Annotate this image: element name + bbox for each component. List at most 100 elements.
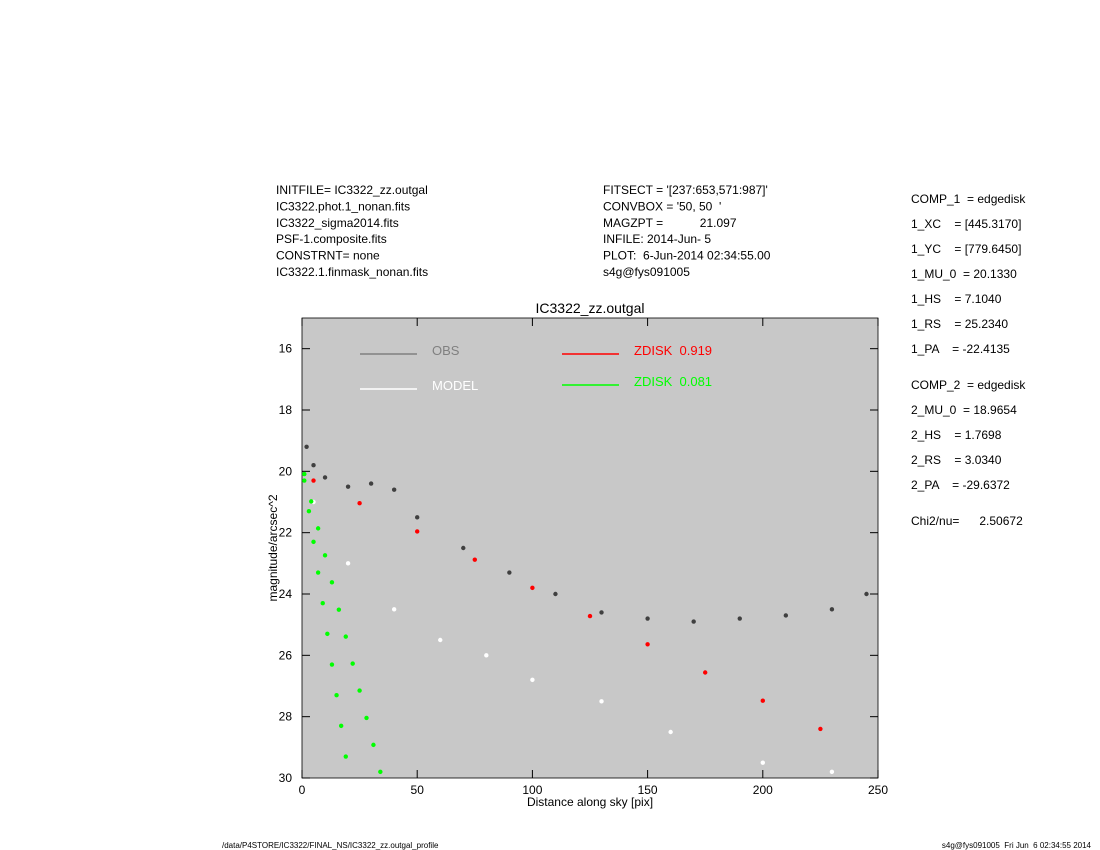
data-point bbox=[737, 616, 742, 621]
footer-right: s4g@fys091005 Fri Jun 6 02:34:55 2014 bbox=[942, 841, 1092, 850]
y-tick-label: 20 bbox=[279, 464, 293, 478]
info-left: IC3322.1.finmask_nonan.fits bbox=[276, 265, 428, 279]
data-point bbox=[345, 484, 351, 489]
info-left: CONSTRNT= none bbox=[276, 249, 380, 263]
x-tick-label: 100 bbox=[522, 783, 542, 797]
data-point bbox=[329, 662, 335, 667]
chart-title: IC3322_zz.outgal bbox=[536, 300, 645, 316]
data-point bbox=[599, 610, 604, 615]
data-point bbox=[438, 637, 443, 643]
y-tick-label: 16 bbox=[279, 342, 293, 356]
fit-param: 1_XC = [445.3170] bbox=[911, 217, 1021, 231]
fit-param: 2_RS = 3.0340 bbox=[911, 453, 1002, 467]
info-middle: s4g@fys091005 bbox=[603, 265, 690, 279]
fit-param: 2_PA = -29.6372 bbox=[911, 478, 1010, 492]
data-point bbox=[371, 742, 376, 748]
data-point bbox=[302, 478, 307, 483]
fit-param: COMP_2 = edgedisk bbox=[911, 378, 1026, 392]
data-point bbox=[691, 619, 696, 624]
data-point bbox=[302, 471, 307, 477]
footer-left: /data/P4STORE/IC3322/FINAL_NS/IC3322_zz.… bbox=[222, 841, 439, 850]
data-point bbox=[309, 499, 314, 504]
plot-area bbox=[301, 317, 879, 779]
data-point bbox=[338, 723, 344, 729]
info-middle: PLOT: 6-Jun-2014 02:34:55.00 bbox=[603, 249, 771, 263]
data-point bbox=[599, 699, 604, 704]
data-point bbox=[760, 698, 765, 703]
data-point bbox=[864, 591, 869, 597]
data-point bbox=[645, 616, 650, 621]
data-point bbox=[703, 670, 708, 675]
data-point bbox=[334, 693, 339, 698]
data-point bbox=[325, 631, 330, 637]
data-point bbox=[320, 601, 325, 606]
data-point bbox=[530, 677, 535, 683]
data-point bbox=[364, 715, 369, 721]
legend-label: ZDISK 0.919 bbox=[634, 343, 712, 358]
data-point bbox=[829, 769, 835, 775]
data-point bbox=[311, 539, 316, 545]
fit-param: COMP_1 = edgedisk bbox=[911, 192, 1026, 206]
fit-param: 2_MU_0 = 18.9654 bbox=[911, 403, 1017, 417]
data-point bbox=[315, 570, 321, 575]
data-point bbox=[368, 481, 374, 486]
data-point bbox=[343, 634, 348, 639]
info-left: IC3322_sigma2014.fits bbox=[276, 216, 399, 230]
legend-label: OBS bbox=[432, 343, 460, 358]
data-point bbox=[322, 553, 328, 558]
data-point bbox=[329, 580, 335, 585]
data-point bbox=[461, 545, 466, 551]
y-tick-label: 24 bbox=[279, 587, 293, 601]
fit-param: 2_HS = 1.7698 bbox=[911, 428, 1002, 442]
data-point bbox=[484, 653, 489, 658]
data-point bbox=[343, 754, 348, 759]
x-tick-label: 50 bbox=[411, 783, 425, 797]
y-tick-label: 30 bbox=[279, 771, 293, 785]
fit-param: 1_MU_0 = 20.1330 bbox=[911, 267, 1017, 281]
y-tick-label: 22 bbox=[279, 526, 293, 540]
x-tick-label: 250 bbox=[868, 783, 888, 797]
x-tick-label: 150 bbox=[638, 783, 658, 797]
x-tick-label: 0 bbox=[299, 783, 306, 797]
data-point bbox=[760, 760, 765, 765]
fit-param: Chi2/nu= 2.50672 bbox=[911, 514, 1023, 528]
data-point bbox=[306, 509, 312, 514]
data-point bbox=[415, 515, 420, 520]
fit-param: 1_YC = [779.6450] bbox=[911, 242, 1021, 256]
y-tick-label: 28 bbox=[279, 710, 293, 724]
fit-param: 1_PA = -22.4135 bbox=[911, 342, 1010, 356]
data-point bbox=[378, 769, 383, 775]
y-axis-label: magnitude/arcsec^2 bbox=[266, 494, 280, 601]
data-point bbox=[829, 607, 835, 612]
legend-label: ZDISK 0.081 bbox=[634, 374, 712, 389]
data-point bbox=[357, 501, 362, 506]
info-middle: CONVBOX = '50, 50 ' bbox=[603, 199, 721, 213]
data-point bbox=[668, 729, 673, 735]
data-point bbox=[507, 570, 512, 575]
data-point bbox=[357, 688, 362, 693]
data-point bbox=[391, 607, 397, 612]
y-tick-label: 26 bbox=[279, 648, 293, 662]
fit-param: 1_HS = 7.1040 bbox=[911, 292, 1002, 306]
info-left: INITFILE= IC3322_zz.outgal bbox=[276, 183, 428, 197]
data-point bbox=[530, 585, 535, 591]
x-axis-label: Distance along sky [pix] bbox=[527, 795, 653, 809]
data-point bbox=[818, 726, 823, 732]
data-point bbox=[783, 613, 789, 618]
info-middle: FITSECT = '[237:653,571:987]' bbox=[603, 183, 768, 197]
data-point bbox=[350, 661, 355, 666]
info-left: PSF-1.composite.fits bbox=[276, 232, 387, 246]
data-point bbox=[645, 642, 650, 647]
data-point bbox=[345, 561, 351, 566]
data-point bbox=[311, 478, 316, 483]
info-middle: INFILE: 2014-Jun- 5 bbox=[603, 232, 711, 246]
data-point bbox=[322, 475, 328, 480]
y-tick-label: 18 bbox=[279, 403, 293, 417]
data-point bbox=[587, 613, 593, 619]
data-point bbox=[391, 487, 397, 492]
legend-label: MODEL bbox=[432, 378, 478, 393]
data-point bbox=[415, 529, 420, 534]
x-tick-label: 200 bbox=[753, 783, 773, 797]
data-point bbox=[336, 607, 342, 612]
